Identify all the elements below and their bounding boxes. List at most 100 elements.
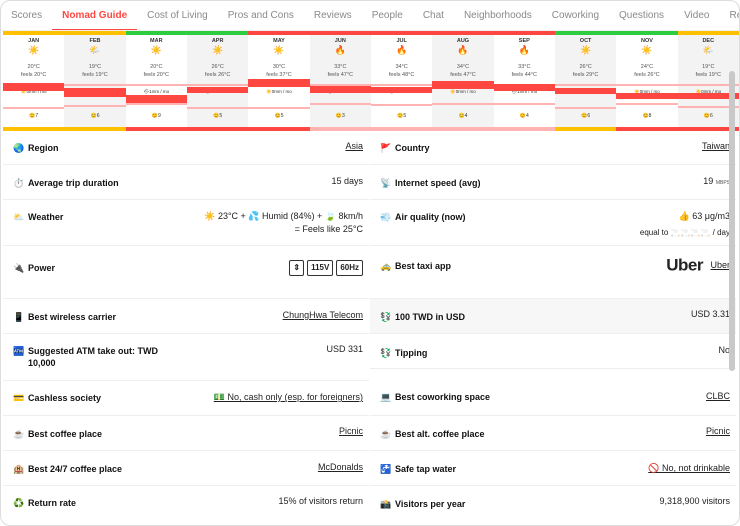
tab-nomad-guide[interactable]: Nomad Guide (52, 1, 138, 30)
taxi-value[interactable]: Uber Uber (666, 255, 730, 275)
weather-icon: 🌤️ (702, 45, 714, 55)
weather-line-2: = Feels like 25°C (294, 224, 363, 234)
month-column-sep[interactable]: SEP 🔥 33°C feels 44°C 🌧1mm / mo 😊4 (493, 31, 555, 131)
air-band (493, 103, 555, 105)
cigarette-icons: 🚬🚬🚬🚬 (670, 228, 711, 237)
cashless-label: Cashless society (28, 393, 102, 403)
internet-speed-label: Internet speed (avg) (395, 178, 481, 188)
weather-icon: ⛅ (13, 212, 25, 222)
country-value[interactable]: Taiwan (701, 141, 730, 151)
tab-questions[interactable]: Questions (619, 9, 665, 21)
row-coffee-24-7: 🏨 Best 24/7 coffee place McDonalds (3, 451, 369, 486)
month-bottom-bar (493, 127, 555, 131)
coffee-label: Best coffee place (28, 429, 103, 439)
row-coworking: 💻 Best coworking space CLBC (370, 369, 736, 416)
phone-icon: 📱 (13, 312, 25, 322)
month-air-quality: 😊5 (213, 113, 223, 119)
tab-chat[interactable]: Chat (422, 9, 444, 21)
coworking-value[interactable]: CLBC (705, 391, 730, 401)
cashless-value[interactable]: 💵 No, cash only (esp. for foreigners) (213, 392, 363, 402)
wireless-value[interactable]: ChungHwa Telecom (282, 310, 363, 320)
month-feels-like: feels 26°C (634, 72, 660, 78)
weather-icon: 🔥 (457, 45, 469, 55)
internet-speed-unit: MBPS (715, 180, 730, 186)
stopwatch-icon: ⏱️ (13, 178, 25, 188)
tab-bar: Scores Nomad Guide Cost of Living Pros a… (1, 1, 739, 31)
month-name: MAR (150, 38, 163, 44)
month-air-quality: 😊8 (642, 113, 652, 119)
satellite-icon: 📡 (380, 178, 392, 188)
tab-pros-and-cons[interactable]: Pros and Cons (227, 9, 294, 21)
air-icon: 💨 (380, 212, 392, 222)
heat-band (370, 87, 433, 93)
month-temp: 19°C (702, 64, 715, 70)
country-label: Country (395, 143, 430, 153)
tab-cost-of-living[interactable]: Cost of Living (147, 9, 208, 21)
month-column-aug[interactable]: AUG 🔥 34°C feels 47°C ☀️0mm / mo 😊4 (432, 31, 494, 131)
month-column-jan[interactable]: JAN ☀️ 20°C feels 20°C ☀️0mm / mo 😊7 (3, 31, 65, 131)
weather-icon: ☀️ (28, 45, 40, 55)
month-name: AUG (456, 38, 470, 44)
row-internet-speed: 📡 Internet speed (avg) 19 MBPS (370, 165, 736, 200)
tap-water-icon: 🚰 (380, 464, 392, 474)
air-quality-label: Air quality (now) (395, 212, 466, 222)
month-rain: ☀️0mm / mo (20, 89, 47, 94)
row-return-rate: ♻️ Return rate 15% of visitors return (3, 486, 369, 521)
coffee-icon: ☕ (380, 429, 392, 439)
alt-coffee-label: Best alt. coffee place (395, 429, 485, 439)
month-temp: 20°C (150, 64, 163, 70)
weather-icon: 🌤️ (89, 45, 101, 55)
air-band (677, 106, 739, 108)
row-wireless-carrier: 📱 Best wireless carrier ChungHwa Telecom (3, 299, 369, 334)
scrollbar-thumb[interactable] (729, 71, 735, 371)
tab-scores[interactable]: Scores (11, 9, 43, 21)
coffee-value[interactable]: Picnic (338, 426, 363, 436)
month-column-nov[interactable]: NOV ☀️ 24°C feels 26°C ☀️0mm / mo 😊8 (616, 31, 678, 131)
row-region: 🌏 Region Asia (3, 131, 369, 165)
month-column-dec[interactable]: DEC 🌤️ 19°C feels 19°C ☀️0mm / mo 😊6 (677, 31, 739, 131)
tap-water-label: Safe tap water (395, 464, 457, 474)
month-bottom-bar (677, 127, 739, 131)
month-name: SEP (518, 38, 530, 44)
coffee-24-7-value[interactable]: McDonalds (317, 462, 363, 472)
heat-band (616, 93, 678, 99)
recycle-icon: ♻️ (13, 498, 25, 508)
tab-people[interactable]: People (371, 9, 403, 21)
month-score-bar (248, 31, 310, 35)
month-rain: ☀️0mm / mo (634, 89, 660, 94)
tipping-label: Tipping (395, 348, 428, 358)
month-score-bar (432, 31, 494, 35)
month-bottom-bar (554, 127, 617, 131)
month-bottom-bar (3, 127, 65, 131)
weather-icon: ☀️ (641, 45, 653, 55)
tab-video[interactable]: Video (684, 9, 710, 21)
month-air-quality: 😊6 (581, 113, 591, 119)
trip-duration-label: Average trip duration (28, 178, 119, 188)
month-column-may[interactable]: MAY ☀️ 30°C feels 37°C ☀️0mm / mo 😊5 (248, 31, 310, 131)
tap-water-value[interactable]: 🚫 No, not drinkable (648, 463, 730, 473)
heat-band (677, 93, 739, 99)
humidity-band (677, 84, 739, 86)
alt-coffee-value[interactable]: Picnic (705, 426, 730, 436)
taxi-app-link[interactable]: Uber (710, 260, 730, 270)
climate-chart: JAN ☀️ 20°C feels 20°C ☀️0mm / mo 😊7 FEB 🌤️ 19°C… (3, 31, 739, 131)
left-column: 🌏 Region Asia ⏱️ Average trip duration 15 … (3, 131, 369, 521)
month-rain: 🌧1mm / mo (511, 89, 538, 94)
tab-remote-jobs[interactable]: Remote Jobs (729, 9, 739, 21)
month-bottom-bar (186, 127, 249, 131)
month-score-bar (3, 31, 65, 35)
tab-neighborhoods[interactable]: Neighborhoods (463, 9, 532, 21)
row-currency: 💱 100 TWD in USD USD 3.31 (370, 299, 736, 334)
region-value[interactable]: Asia (345, 141, 363, 151)
uber-logo: Uber (666, 255, 703, 275)
weather-icon: ☀️ (150, 45, 162, 55)
month-column-mar[interactable]: MAR ☀️ 20°C feels 20°C 🌧1mm / mo 😊9 (125, 31, 187, 131)
tab-coworking[interactable]: Coworking (551, 9, 600, 21)
tab-reviews[interactable]: Reviews (313, 9, 352, 21)
